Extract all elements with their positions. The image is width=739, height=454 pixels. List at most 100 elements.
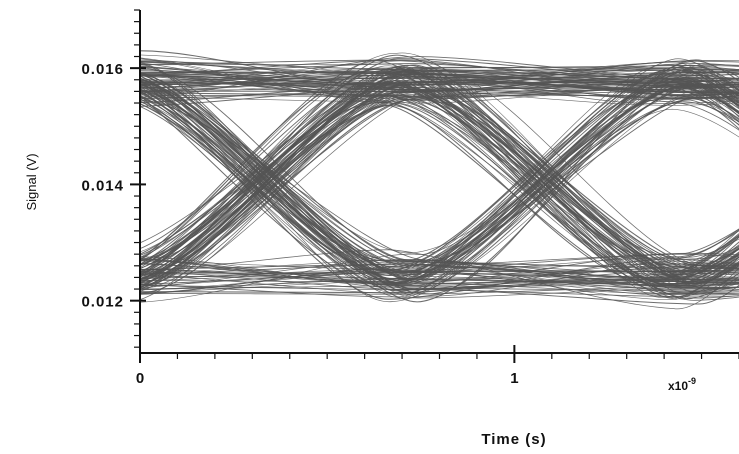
signal-trace (140, 61, 739, 114)
signal-trace (140, 85, 739, 295)
tick-labels: 0.012 0.014 0.016 0 1 (81, 61, 518, 387)
signal-trace (140, 64, 739, 288)
signal-trace (140, 79, 739, 284)
signal-trace (140, 68, 739, 282)
signal-trace (140, 72, 739, 261)
signal-trace (140, 54, 739, 280)
signal-trace (140, 82, 739, 282)
signal-trace (140, 63, 739, 298)
signal-trace (140, 63, 739, 303)
signal-trace (140, 259, 739, 288)
signal-trace (140, 269, 739, 296)
signal-trace (140, 81, 739, 104)
signal-trace (140, 75, 739, 267)
signal-trace (140, 249, 739, 310)
signal-trace (140, 95, 739, 290)
signal-trace (140, 80, 739, 292)
y-tick-label: 0.012 (81, 294, 124, 311)
signal-trace (140, 70, 739, 250)
signal-trace (140, 72, 739, 90)
signal-trace (140, 71, 739, 294)
signal-trace (140, 102, 739, 283)
signal-trace (140, 90, 739, 282)
signal-trace (140, 258, 739, 292)
signal-trace (140, 103, 739, 291)
signal-trace (140, 71, 739, 298)
signal-trace (140, 90, 739, 276)
signal-trace (140, 63, 739, 102)
signal-trace (140, 89, 739, 301)
signal-trace (140, 54, 739, 85)
x-exponent-base: x10 (668, 379, 688, 393)
signal-trace (140, 269, 739, 291)
signal-trace (140, 56, 739, 98)
signal-trace (140, 262, 739, 285)
signal-trace (140, 63, 739, 286)
signal-trace (140, 83, 739, 280)
signal-trace (140, 279, 739, 290)
x-exponent-label: x10-9 (668, 376, 696, 393)
signal-trace (140, 69, 739, 286)
x-tick-label: 0 (136, 370, 144, 387)
signal-trace (140, 73, 739, 114)
signal-trace (140, 57, 739, 279)
signal-trace (140, 96, 739, 290)
signal-trace (140, 83, 739, 261)
signal-trace (140, 103, 739, 300)
signal-trace (140, 89, 739, 272)
signal-trace (140, 83, 739, 290)
signal-trace (140, 78, 739, 273)
signal-trace (140, 59, 739, 285)
y-tick-label: 0.016 (81, 61, 124, 78)
signal-trace (140, 71, 739, 274)
x-axis-title: Time (s) (481, 431, 546, 448)
signal-trace (140, 66, 739, 281)
signal-trace (140, 72, 739, 269)
signal-trace (140, 72, 739, 283)
signal-trace (140, 65, 739, 295)
signal-trace (140, 59, 739, 95)
signal-trace (140, 236, 739, 290)
signal-trace (140, 79, 739, 289)
signal-trace (140, 81, 739, 285)
signal-trace (140, 71, 739, 123)
y-axis-title: Signal (V) (24, 153, 39, 210)
signal-trace (140, 94, 739, 274)
signal-trace (140, 58, 739, 276)
signal-trace (140, 71, 739, 86)
signal-trace (140, 84, 739, 277)
signal-trace (140, 262, 739, 287)
signal-trace (140, 68, 739, 273)
signal-trace (140, 82, 739, 106)
signal-trace (140, 70, 739, 284)
x-exponent-power: -9 (688, 376, 696, 386)
x-tick-label: 1 (510, 370, 518, 387)
signal-trace (140, 74, 739, 300)
signal-trace (140, 71, 739, 265)
signal-trace (140, 73, 739, 267)
signal-trace (140, 263, 739, 294)
signal-trace (140, 74, 739, 281)
signal-trace (140, 77, 739, 280)
signal-trace (140, 85, 739, 291)
signal-trace (140, 78, 739, 255)
signal-trace (140, 80, 739, 281)
signal-trace (140, 66, 739, 266)
signal-traces (140, 50, 739, 310)
signal-trace (140, 88, 739, 279)
signal-trace (140, 52, 739, 269)
signal-trace (140, 78, 739, 297)
signal-trace (140, 97, 739, 294)
signal-trace (140, 262, 739, 285)
signal-trace (140, 100, 739, 276)
signal-trace (140, 75, 739, 104)
signal-trace (140, 79, 739, 293)
signal-trace (140, 234, 739, 296)
signal-trace (140, 65, 739, 290)
signal-trace (140, 261, 739, 295)
signal-trace (140, 79, 739, 300)
signal-trace (140, 91, 739, 299)
signal-trace (140, 61, 739, 280)
signal-trace (140, 74, 739, 277)
signal-trace (140, 72, 739, 285)
